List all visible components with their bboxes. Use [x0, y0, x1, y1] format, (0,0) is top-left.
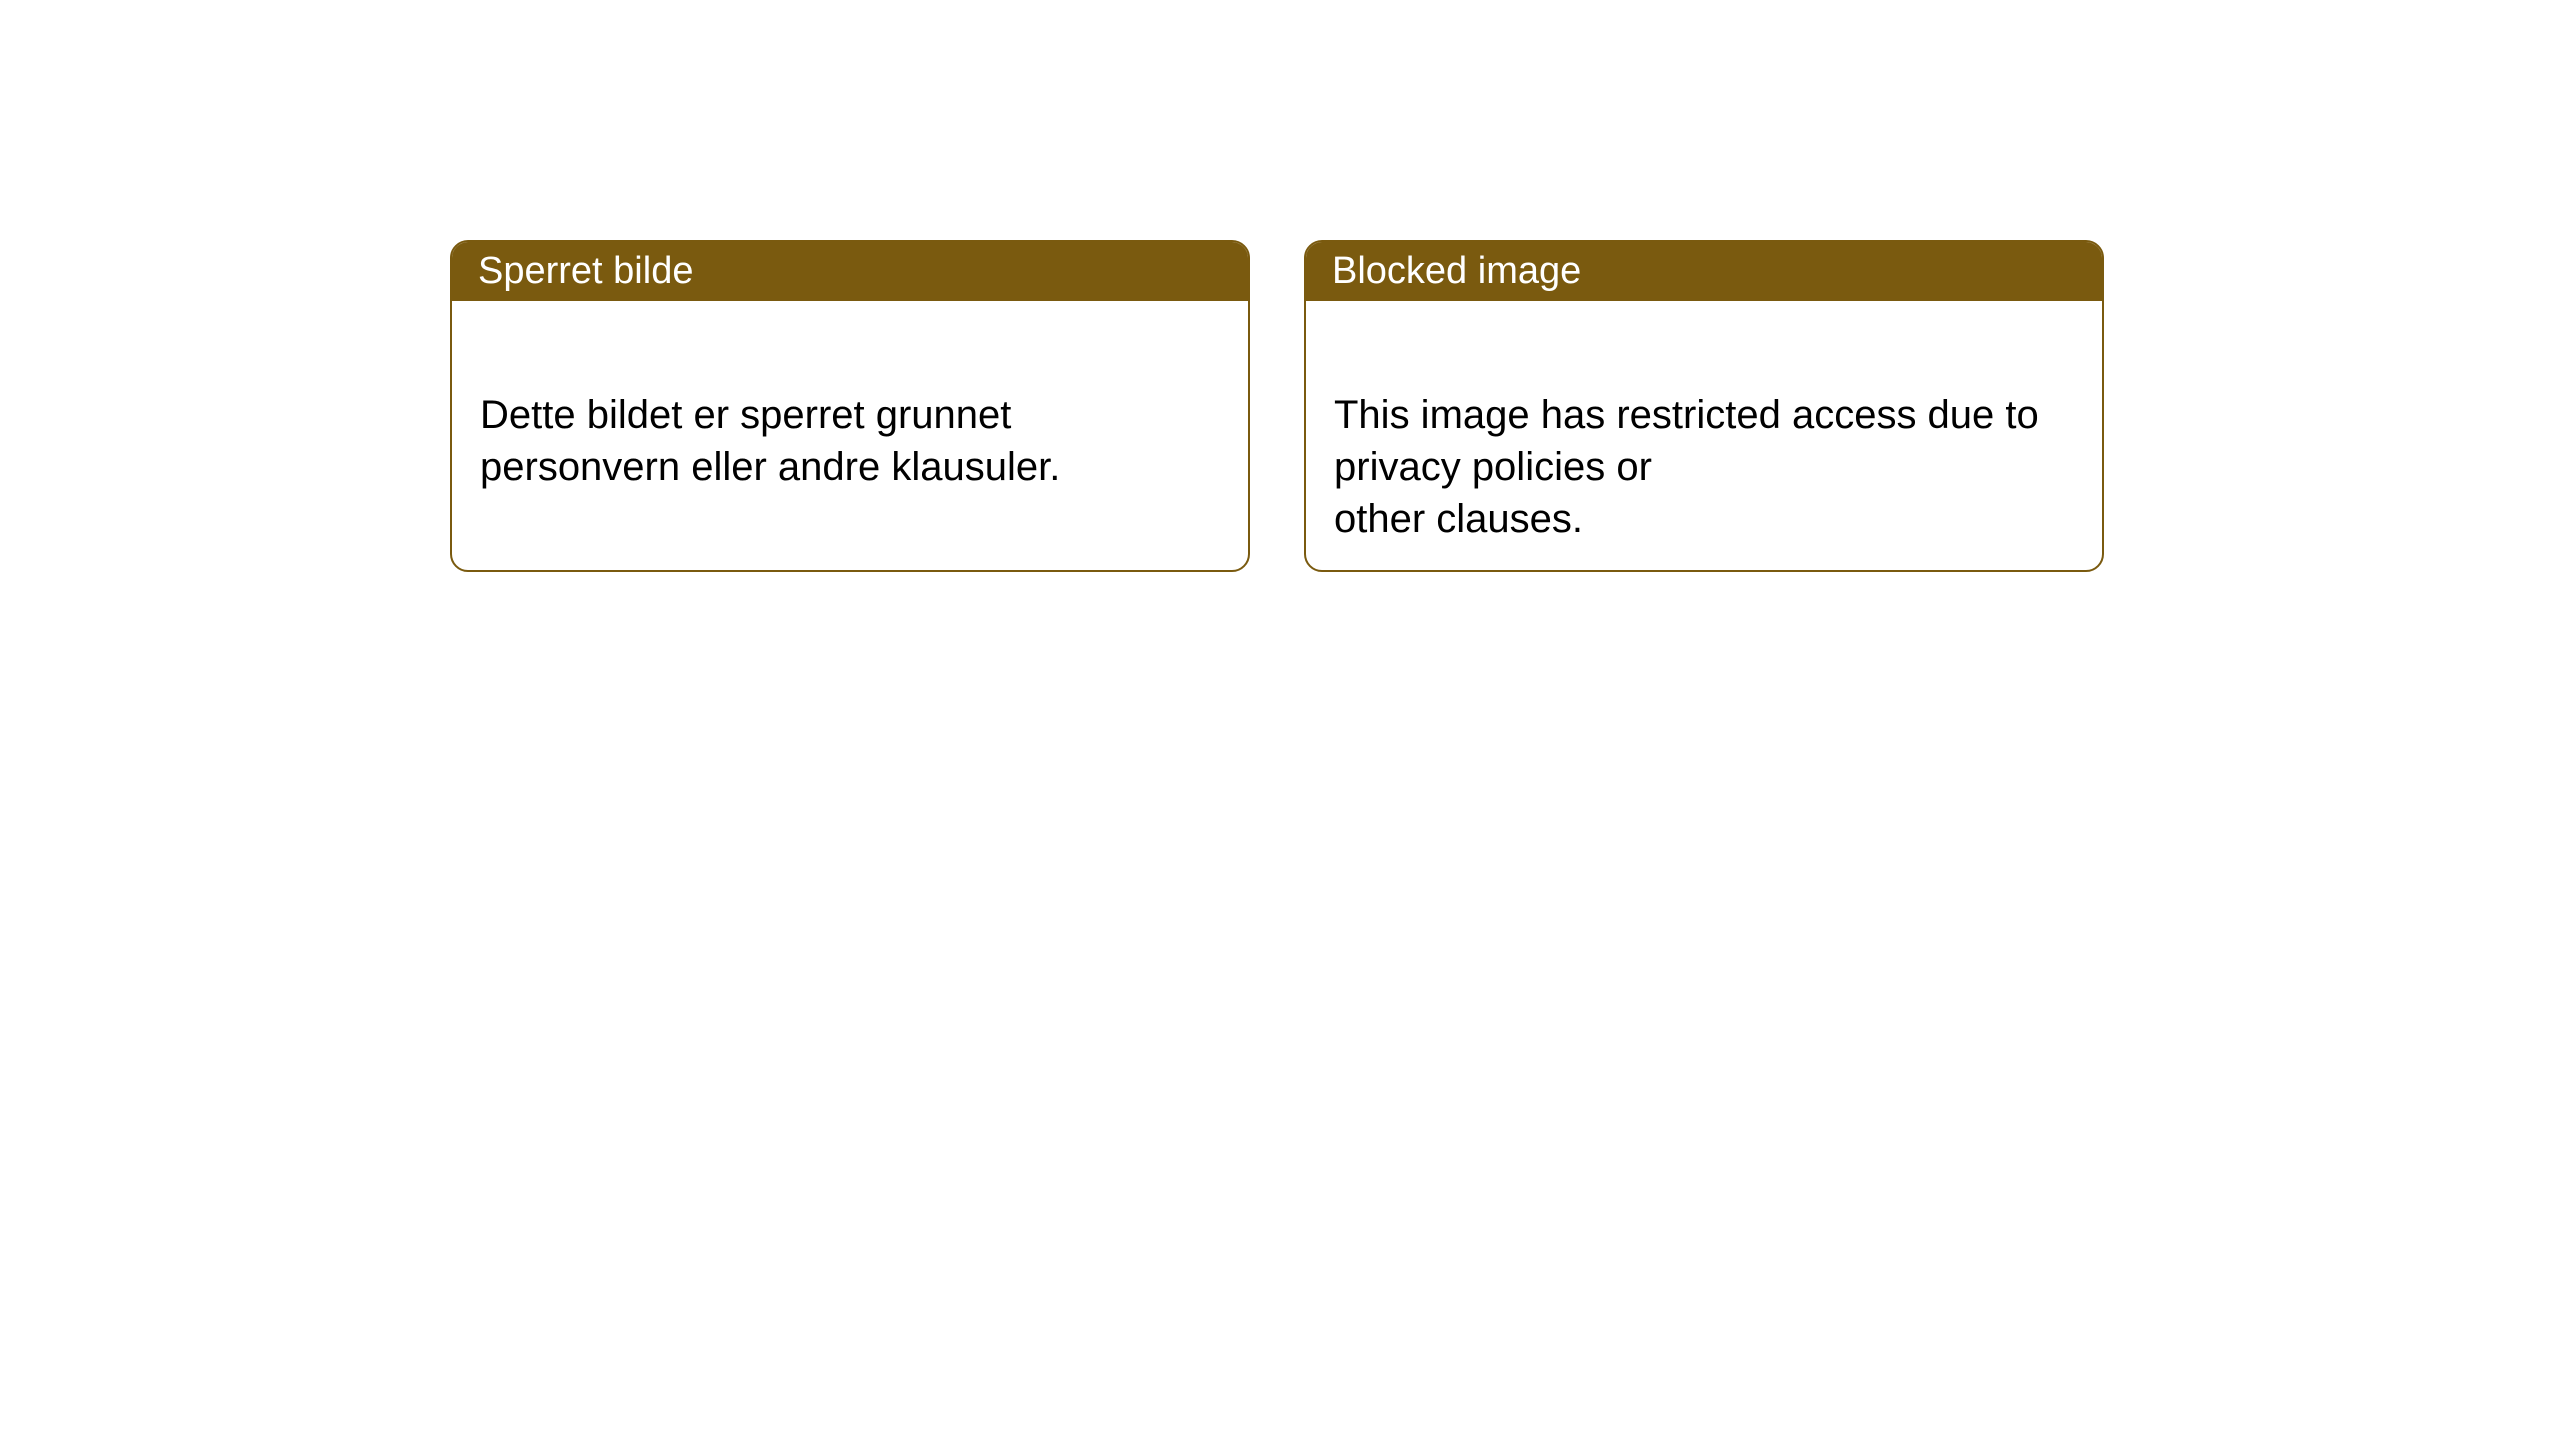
notice-title: Blocked image: [1332, 250, 1581, 292]
notice-container: Sperret bilde Dette bildet er sperret gr…: [450, 240, 2104, 572]
notice-header: Sperret bilde: [452, 242, 1248, 301]
notice-text: This image has restricted access due to …: [1334, 393, 2039, 541]
notice-text: Dette bildet er sperret grunnet personve…: [480, 393, 1060, 489]
notice-body: Dette bildet er sperret grunnet personve…: [452, 301, 1248, 529]
notice-title: Sperret bilde: [478, 250, 693, 292]
notice-card-norwegian: Sperret bilde Dette bildet er sperret gr…: [450, 240, 1250, 572]
notice-body: This image has restricted access due to …: [1306, 301, 2102, 572]
notice-card-english: Blocked image This image has restricted …: [1304, 240, 2104, 572]
notice-header: Blocked image: [1306, 242, 2102, 301]
